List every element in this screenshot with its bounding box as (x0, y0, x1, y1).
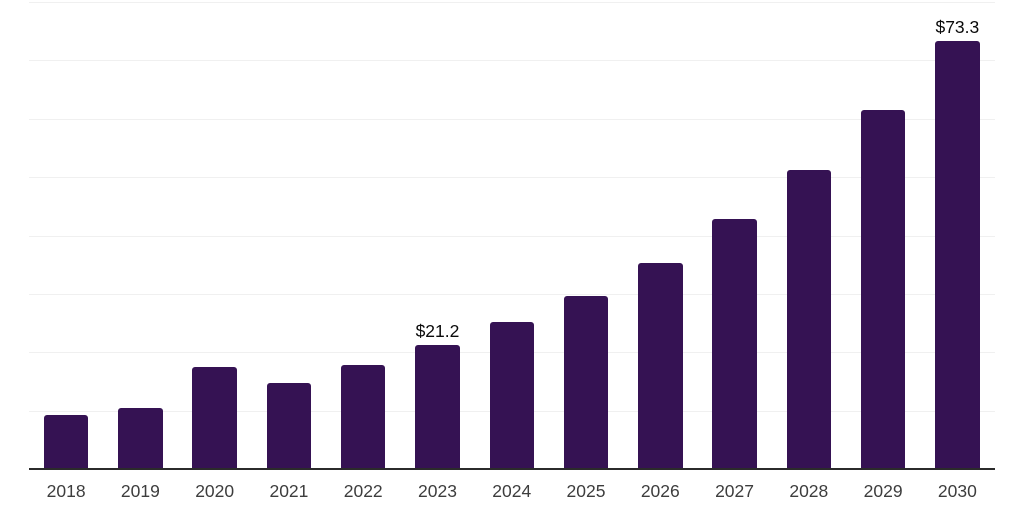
bar-2028 (786, 169, 832, 469)
bar-2022 (340, 365, 386, 469)
data-label-2030: $73.3 (935, 17, 980, 38)
x-tick-label-2020: 2020 (195, 481, 235, 501)
gridline-40 (29, 235, 995, 237)
gridline-80 (29, 2, 995, 3)
bar-2026 (638, 262, 683, 469)
x-tick-label-2018: 2018 (46, 481, 86, 501)
x-tick-label-2025: 2025 (566, 481, 606, 501)
bar-2029 (860, 109, 906, 469)
bar-2019 (118, 407, 163, 469)
x-tick-label-2023: 2023 (418, 481, 457, 501)
gridline-50 (29, 177, 995, 179)
x-axis-line (29, 468, 995, 470)
gridline-60 (29, 118, 995, 120)
x-tick-label-2029: 2029 (863, 481, 903, 501)
x-tick-label-2022: 2022 (343, 481, 383, 501)
x-tick-label-2019: 2019 (120, 481, 160, 501)
bar-2025 (563, 295, 609, 469)
x-tick-label-2028: 2028 (789, 481, 829, 501)
bar-2024 (489, 321, 534, 469)
gridline-30 (29, 293, 995, 295)
bar-2030 (935, 41, 980, 469)
x-tick-label-2027: 2027 (715, 481, 755, 501)
bar-2023 (415, 345, 460, 469)
x-tick-label-2024: 2024 (492, 481, 532, 501)
bar-2021 (266, 382, 312, 469)
x-tick-label-2030: 2030 (937, 481, 977, 501)
x-tick-label-2021: 2021 (269, 481, 309, 501)
bar-2027 (712, 219, 757, 469)
bar-2018 (43, 415, 89, 469)
x-tick-label-2026: 2026 (640, 481, 680, 501)
gridline-70 (29, 60, 995, 62)
bar-2020 (192, 367, 237, 469)
data-label-2023: $21.2 (415, 321, 460, 342)
